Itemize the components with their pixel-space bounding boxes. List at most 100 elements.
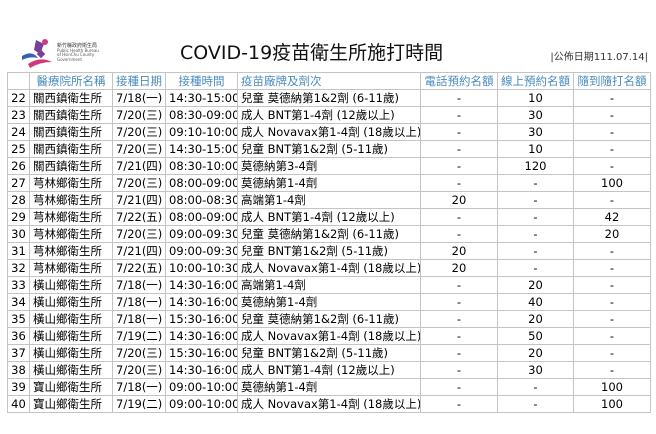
walkin-quota: - [573, 140, 651, 158]
online-quota: - [497, 259, 574, 277]
row-number: 23 [7, 106, 30, 124]
phone-quota: - [420, 361, 498, 379]
date: 7/19(二) [112, 327, 166, 345]
online-quota: 40 [497, 293, 574, 311]
walkin-quota: 20 [573, 225, 651, 243]
column-header: 接種日期 [112, 72, 166, 90]
online-quota: - [497, 174, 574, 192]
online-quota: 30 [497, 361, 574, 379]
clinic-name: 關西鎮衛生所 [29, 157, 113, 175]
table-row: 24 關西鎮衛生所 7/20(三) 09:10-10:00 成人 Novavax第1-4… [7, 123, 651, 141]
row-number: 30 [7, 225, 30, 243]
online-quota: 20 [497, 310, 574, 328]
vaccine: 成人 Novavax第1-4劑 (18歲以上) [237, 259, 421, 277]
walkin-quota: - [573, 327, 651, 345]
online-quota: - [497, 191, 574, 209]
clinic-name: 寶山鄉衛生所 [29, 378, 113, 396]
clinic-name: 芎林鄉衛生所 [29, 225, 113, 243]
vaccine-schedule-table: 醫療院所名稱 接種日期 接種時間 疫苗廠牌及劑次 電話預約名額 線上預約名額 隨到隨打名額 … [7, 72, 651, 413]
walkin-quota: 100 [573, 378, 651, 396]
phone-quota: - [420, 395, 498, 413]
phone-quota: - [420, 174, 498, 192]
clinic-name: 橫山鄉衛生所 [29, 293, 113, 311]
org-name-zh: 新竹縣政府衛生局 [57, 43, 98, 49]
clinic-name: 關西鎮衛生所 [29, 106, 113, 124]
phone-quota: - [420, 327, 498, 345]
phone-quota: 20 [420, 242, 498, 260]
table-row: 34 橫山鄉衛生所 7/18(一) 14:30-16:00 莫德納第1-4劑 -40- [7, 293, 651, 311]
date: 7/21(四) [112, 242, 166, 260]
online-quota: - [497, 225, 574, 243]
date: 7/20(三) [112, 361, 166, 379]
table-row: 32 芎林鄉衛生所 7/22(五) 10:00-10:30 成人 Novavax第1-4… [7, 259, 651, 277]
phone-quota: - [420, 157, 498, 175]
time: 14:30-15:00 [165, 140, 238, 158]
online-quota: 30 [497, 123, 574, 141]
walkin-quota: - [573, 123, 651, 141]
org-name-en: Public Health Bureau of HsinChu County G… [57, 47, 99, 62]
phone-quota: - [420, 276, 498, 294]
date: 7/18(一) [112, 89, 166, 107]
walkin-quota: - [573, 259, 651, 277]
table-row: 27 芎林鄉衛生所 7/20(三) 08:00-09:00 莫德納第1-4劑 - -100 [7, 174, 651, 192]
table-row: 26 關西鎮衛生所 7/21(四) 08:30-10:00 莫德納第3-4劑 -120- [7, 157, 651, 175]
time: 09:00-09:30 [165, 225, 238, 243]
walkin-quota: - [573, 310, 651, 328]
time: 09:10-10:00 [165, 123, 238, 141]
vaccine: 成人 Novavax第1-4劑 (18歲以上) [237, 123, 421, 141]
date: 7/20(三) [112, 174, 166, 192]
clinic-name: 橫山鄉衛生所 [29, 327, 113, 345]
time: 08:30-10:00 [165, 157, 238, 175]
time: 08:00-09:00 [165, 208, 238, 226]
vaccine: 高端第1-4劑 [237, 191, 421, 209]
time: 15:30-16:00 [165, 310, 238, 328]
row-number: 25 [7, 140, 30, 158]
clinic-name: 橫山鄉衛生所 [29, 344, 113, 362]
row-number: 22 [7, 89, 30, 107]
walkin-quota: - [573, 191, 651, 209]
row-number: 24 [7, 123, 30, 141]
walkin-quota: 100 [573, 174, 651, 192]
row-number: 37 [7, 344, 30, 362]
vaccine: 成人 Novavax第1-4劑 (18歲以上) [237, 395, 421, 413]
phone-quota: - [420, 140, 498, 158]
walkin-quota: - [573, 293, 651, 311]
phone-quota: - [420, 225, 498, 243]
walkin-quota: - [573, 242, 651, 260]
vaccine: 莫德納第3-4劑 [237, 157, 421, 175]
walkin-quota: - [573, 157, 651, 175]
row-number: 31 [7, 242, 30, 260]
online-quota: 20 [497, 344, 574, 362]
clinic-name: 橫山鄉衛生所 [29, 276, 113, 294]
date: 7/21(四) [112, 191, 166, 209]
column-header: 接種時間 [165, 72, 238, 90]
online-quota: 10 [497, 140, 574, 158]
publish-date: |公佈日期111.07.14| [550, 52, 648, 63]
date: 7/19(二) [112, 395, 166, 413]
row-number: 40 [7, 395, 30, 413]
health-bureau-logo-icon [22, 39, 52, 68]
clinic-name: 關西鎮衛生所 [29, 123, 113, 141]
date: 7/21(四) [112, 157, 166, 175]
vaccine: 兒童 莫德納第1&2劑 (6-11歲) [237, 89, 421, 107]
phone-quota: - [420, 293, 498, 311]
table-row: 33 橫山鄉衛生所 7/18(一) 14:30-16:00 高端第1-4劑 -20- [7, 276, 651, 294]
time: 14:30-16:00 [165, 361, 238, 379]
walkin-quota: 42 [573, 208, 651, 226]
phone-quota: - [420, 208, 498, 226]
date: 7/20(三) [112, 225, 166, 243]
table-row: 31 芎林鄉衛生所 7/21(四) 09:00-09:30 兒童 BNT第1&2劑 (5… [7, 242, 651, 260]
table-row: 36 橫山鄉衛生所 7/19(二) 14:30-16:00 成人 Novavax第1-4… [7, 327, 651, 345]
date: 7/18(一) [112, 276, 166, 294]
vaccine: 成人 BNT第1-4劑 (12歲以上) [237, 208, 421, 226]
online-quota: - [497, 395, 574, 413]
walkin-quota: - [573, 361, 651, 379]
time: 09:00-10:00 [165, 378, 238, 396]
vaccine: 兒童 BNT第1&2劑 (5-11歲) [237, 242, 421, 260]
org-name: 新竹縣政府衛生局 Public Health Bureau of HsinChu… [57, 44, 99, 62]
vaccine: 成人 Novavax第1-4劑 (18歲以上) [237, 327, 421, 345]
date: 7/22(五) [112, 259, 166, 277]
table-row: 40 寶山鄉衛生所 7/19(二) 09:00-10:00 成人 Novavax第1-4… [7, 395, 651, 413]
phone-quota: - [420, 344, 498, 362]
time: 10:00-10:30 [165, 259, 238, 277]
